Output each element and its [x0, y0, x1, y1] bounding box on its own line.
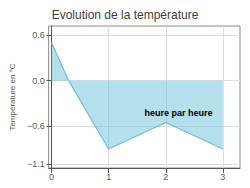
svg-text:3: 3	[220, 172, 225, 182]
svg-text:Température en °C: Température en °C	[8, 63, 17, 130]
svg-text:1: 1	[106, 172, 111, 182]
svg-text:0.0: 0.0	[32, 76, 45, 86]
svg-text:−1.1: −1.1	[27, 159, 45, 169]
svg-text:heure par heure: heure par heure	[144, 108, 212, 118]
svg-text:−0.6: −0.6	[27, 121, 45, 131]
svg-text:0: 0	[49, 172, 54, 182]
svg-text:2: 2	[163, 172, 168, 182]
svg-text:Evolution de la température: Evolution de la température	[52, 8, 199, 22]
svg-text:0.6: 0.6	[32, 30, 45, 40]
